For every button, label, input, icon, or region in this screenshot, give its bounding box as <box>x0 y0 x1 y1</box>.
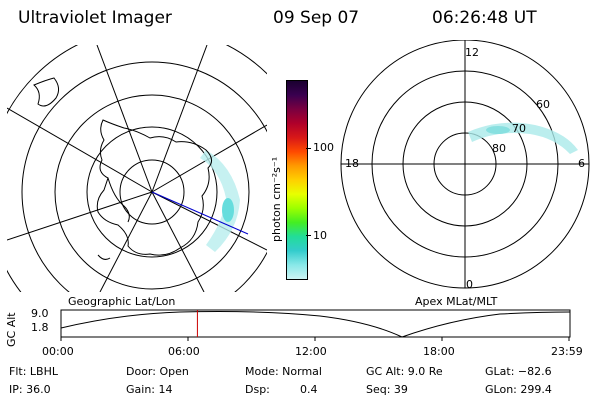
ip-info: IP: 36.0 <box>9 383 51 396</box>
mlt-label-6: 6 <box>578 157 585 170</box>
gc-alt-info: GC Alt: 9.0 Re <box>366 365 443 378</box>
gain-info: Gain: 14 <box>126 383 173 396</box>
lat-label-70: 70 <box>512 122 526 135</box>
longitude-lines <box>7 45 267 292</box>
mlt-label-12: 12 <box>465 46 479 59</box>
app-title: Ultraviolet Imager <box>18 8 172 28</box>
x-tick-0600: 06:00 <box>168 345 200 358</box>
door-info: Door: Open <box>126 365 189 378</box>
latitude-circles <box>7 45 267 292</box>
x-tick-1200: 12:00 <box>295 345 327 358</box>
mlt-label-18: 18 <box>345 157 359 170</box>
glat-info: GLat: −82.6 <box>485 365 552 378</box>
left-panel-caption: Geographic Lat/Lon <box>68 295 176 308</box>
time-label: 06:26:48 UT <box>432 8 537 28</box>
dsp-value: 0.4 <box>300 383 318 396</box>
coastlines <box>33 77 212 260</box>
dsp-label: Dsp: <box>245 383 270 396</box>
lat-label-80: 80 <box>492 142 506 155</box>
magnetic-map <box>340 40 590 289</box>
colorbar-label-100: 100 <box>313 141 334 154</box>
date-label: 09 Sep 07 <box>273 8 360 28</box>
mlt-label-0: 0 <box>466 278 473 291</box>
colorbar-gradient <box>287 81 307 279</box>
lat-label-60: 60 <box>536 98 550 111</box>
glon-info: GLon: 299.4 <box>485 383 552 396</box>
colorbar-label-10: 10 <box>313 229 327 242</box>
altitude-max-label: 9.0 <box>31 307 49 320</box>
filter-info: Flt: LBHL <box>9 365 58 378</box>
mode-info: Mode: Normal <box>245 365 322 378</box>
seq-info: Seq: 39 <box>366 383 408 396</box>
colorbar <box>286 80 308 280</box>
altitude-curve <box>60 311 571 338</box>
x-tick-2359: 23:59 <box>551 345 583 358</box>
colorbar-tick-10 <box>306 235 311 236</box>
right-panel-caption: Apex MLat/MLT <box>415 295 498 308</box>
altitude-min-label: 1.8 <box>31 321 49 334</box>
track-line <box>151 191 249 235</box>
x-tick-1800: 18:00 <box>423 345 455 358</box>
x-tick-0000: 00:00 <box>42 345 74 358</box>
colorbar-tick-100 <box>306 148 311 149</box>
